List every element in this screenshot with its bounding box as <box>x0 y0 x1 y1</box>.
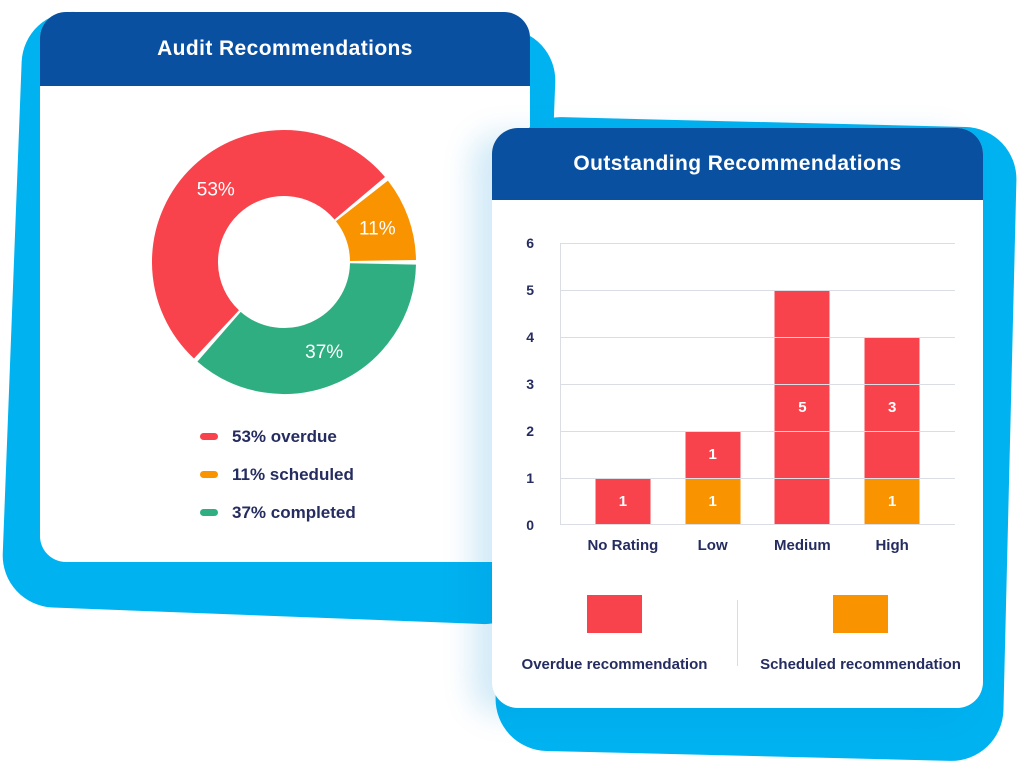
bar-segment[interactable]: 1 <box>685 478 741 525</box>
grid-line <box>560 430 955 432</box>
bar-value-label: 1 <box>708 446 717 463</box>
legend-label: 37% completed <box>232 502 356 522</box>
audit-card-title: Audit Recommendations <box>157 37 413 60</box>
donut-legend-item: 53% overdue <box>200 424 356 449</box>
donut-slice-overdue[interactable] <box>152 130 385 359</box>
audit-card-header: Audit Recommendations <box>40 12 530 86</box>
bar-value-label: 1 <box>887 493 897 510</box>
donut-slice-completed[interactable] <box>197 262 416 394</box>
legend-divider <box>737 600 738 666</box>
bar-value-label: 1 <box>618 493 628 510</box>
legend-label: 11% scheduled <box>232 464 354 484</box>
grid-line <box>560 384 955 385</box>
bar-value-label: 1 <box>708 493 717 510</box>
grid-line <box>560 524 955 525</box>
donut-slice-scheduled[interactable] <box>335 180 416 263</box>
y-axis-tick-label: 4 <box>526 329 534 345</box>
donut-slice-percentage: 37% <box>305 342 343 363</box>
x-axis-label: High <box>875 537 909 554</box>
legend-label: Overdue recommendation <box>521 656 708 673</box>
x-axis-label: Medium <box>774 537 831 554</box>
bar-segment[interactable]: 1 <box>685 431 741 478</box>
outstanding-card-title: Outstanding Recommendations <box>573 152 902 175</box>
bar-value-label: 3 <box>887 399 897 416</box>
bar-value-label: 5 <box>798 399 807 416</box>
bar-segment[interactable]: 3 <box>864 337 920 478</box>
x-axis-labels: No Rating Low Medium High <box>560 537 955 554</box>
legend-label: 53% overdue <box>232 426 337 446</box>
audit-card: Audit Recommendations 53% 11% 37% 53% over… <box>40 12 530 562</box>
y-axis-tick-label: 2 <box>526 423 534 439</box>
donut-legend: 53% overdue 11% scheduled 37% completed <box>200 424 356 525</box>
legend-swatch <box>200 471 218 478</box>
bar-slot-medium: 5 <box>758 243 848 525</box>
bar-segment[interactable]: 1 <box>595 478 651 525</box>
bar-legend: Overdue recommendation Scheduled recommen… <box>492 593 983 673</box>
legend-label: Scheduled recommendation <box>760 656 961 673</box>
grid-line <box>560 478 955 479</box>
legend-swatch <box>200 509 218 516</box>
donut-slice-percentage: 11% <box>359 219 396 240</box>
y-axis-tick-label: 0 <box>526 517 534 533</box>
bar-segment[interactable]: 5 <box>774 290 830 525</box>
y-axis-tick-label: 6 <box>526 235 534 251</box>
donut-legend-item: 37% completed <box>200 500 356 525</box>
y-axis-tick-label: 1 <box>526 470 534 486</box>
bar-segment[interactable]: 1 <box>864 478 920 525</box>
grid-line <box>560 243 955 244</box>
x-axis-label: No Rating <box>587 537 659 554</box>
grid-line <box>560 336 955 338</box>
legend-swatch <box>833 595 888 633</box>
donut-chart: 53% 11% 37% <box>152 130 416 394</box>
y-axis-tick-label: 3 <box>526 376 534 392</box>
bar-slot-no-rating: 1 <box>578 243 668 525</box>
legend-swatch <box>200 433 218 440</box>
bar-legend-item: Overdue recommendation <box>492 593 737 673</box>
bar-legend-item: Scheduled recommendation <box>738 593 983 673</box>
y-axis-labels: 0 1 2 3 4 5 6 <box>492 235 550 533</box>
x-axis-label: Low <box>697 537 728 554</box>
donut-slice-percentage: 53% <box>197 180 235 201</box>
y-axis-tick-label: 5 <box>526 282 534 298</box>
donut-legend-item: 11% scheduled <box>200 462 356 487</box>
legend-swatch <box>587 595 642 633</box>
outstanding-card-header: Outstanding Recommendations <box>492 128 983 200</box>
audit-card-body: 53% 11% 37% 53% overdue 11% scheduled 37% co… <box>40 86 530 562</box>
grid-line <box>560 289 955 291</box>
